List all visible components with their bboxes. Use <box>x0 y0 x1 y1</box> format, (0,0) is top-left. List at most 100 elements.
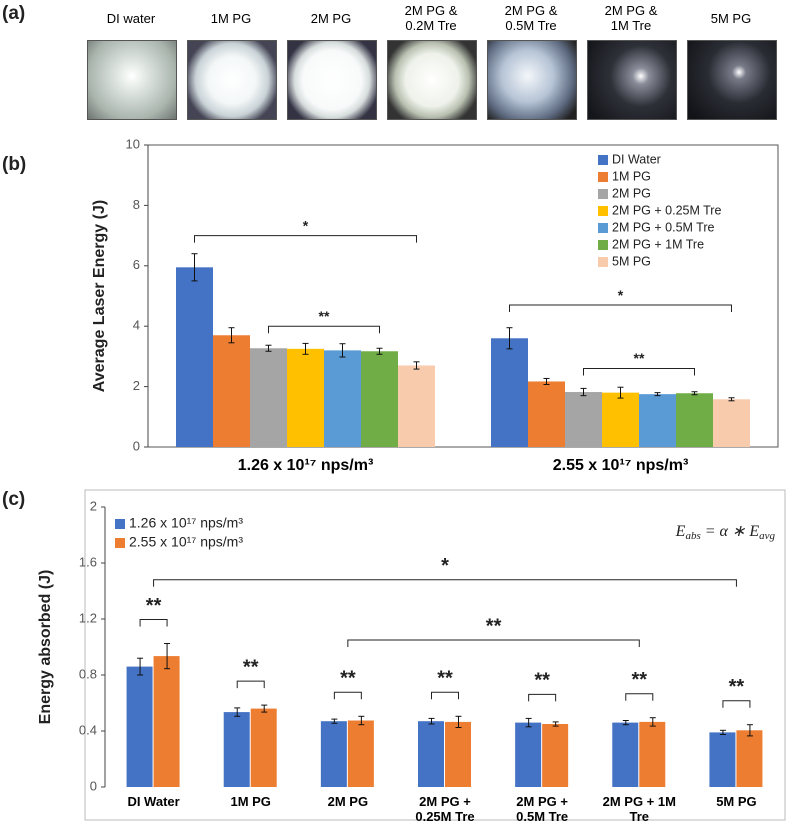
x-tick-label: 2M PG + 0.5M Tre <box>516 794 569 824</box>
error-bar <box>746 724 753 737</box>
bar <box>542 724 569 787</box>
error-bar <box>376 347 383 355</box>
error-bar <box>654 392 661 397</box>
bar <box>612 722 639 787</box>
legend-swatch <box>598 155 608 165</box>
annotation: ** <box>729 676 745 698</box>
bracket <box>528 693 557 702</box>
annotation: * <box>618 287 624 303</box>
error-bar <box>228 327 235 344</box>
bracket <box>722 700 751 708</box>
bar <box>676 393 713 447</box>
bracket <box>194 235 417 243</box>
legend-label: 1M PG <box>612 169 651 183</box>
bracket <box>431 691 459 700</box>
y-tick-label: 0 <box>133 438 140 453</box>
error-bar <box>543 377 550 385</box>
annotation: ** <box>631 669 647 691</box>
bar <box>528 381 565 447</box>
photo <box>587 40 677 120</box>
photo-caption: 5M PG <box>710 11 752 26</box>
error-bar <box>137 657 144 676</box>
annotation: ** <box>437 668 453 690</box>
bar <box>126 666 153 787</box>
bracket <box>347 639 640 647</box>
legend-swatch <box>115 538 125 548</box>
bar <box>213 335 250 447</box>
legend-label: 2M PG + 0.25M Tre <box>612 203 721 217</box>
bracket <box>625 693 654 701</box>
legend-swatch <box>598 240 608 250</box>
y-axis-title: Energy absorbed (J) <box>37 570 54 725</box>
x-tick-label: 2M PG + 0.25M Tre <box>415 794 475 824</box>
error-bar <box>428 717 435 725</box>
legend-label: DI Water <box>612 152 661 166</box>
error-bar <box>331 718 338 724</box>
bracket <box>509 304 732 313</box>
annotation: ** <box>634 350 645 366</box>
error-bar <box>506 327 513 350</box>
formula: Eabs = α ∗ Eavg <box>675 523 776 542</box>
error-bar <box>728 397 735 402</box>
bar <box>639 721 666 787</box>
formula-part: avg <box>759 530 775 542</box>
x-tick-label: 1.26 x 10¹⁷ nps/m³ <box>237 457 374 474</box>
legend-swatch <box>598 189 608 199</box>
photo <box>687 40 777 120</box>
photo-caption: 2M PG & 1M Tre <box>604 3 658 33</box>
bar <box>250 708 277 787</box>
photo-caption: 2M PG & 0.5M Tre <box>504 3 558 33</box>
annotation: ** <box>340 668 356 690</box>
panel-label: (b) <box>2 154 26 175</box>
legend-label: 5M PG <box>612 254 651 268</box>
error-bar <box>455 715 462 728</box>
x-tick-label: 2.55 x 10¹⁷ nps/m³ <box>552 457 689 474</box>
bar <box>287 348 324 447</box>
y-tick-label: 2 <box>133 378 140 393</box>
bar <box>176 267 213 447</box>
y-tick-label: 10 <box>126 136 140 151</box>
bar <box>639 394 676 447</box>
annotation: ** <box>534 670 550 692</box>
error-bar <box>191 253 198 282</box>
x-tick-label: 2M PG <box>327 794 369 809</box>
annotation: ** <box>146 595 162 617</box>
bracket <box>333 691 362 700</box>
bar <box>324 350 361 447</box>
bracket <box>583 367 695 376</box>
bar <box>153 656 180 787</box>
legend-swatch <box>598 223 608 233</box>
y-axis-title: Average Laser Energy (J) <box>91 200 108 392</box>
photo <box>87 40 177 120</box>
error-bar <box>265 344 272 352</box>
photo <box>487 40 577 120</box>
bar <box>736 730 763 787</box>
y-tick-label: 0.8 <box>79 666 97 681</box>
x-tick-label: DI Water <box>127 794 180 809</box>
error-bar <box>691 391 698 396</box>
formula-part: E <box>748 523 759 540</box>
photo-caption: 1M PG <box>210 11 252 26</box>
y-tick-label: 6 <box>133 257 140 272</box>
legend-label: 2M PG <box>612 186 651 200</box>
bracket <box>153 579 737 587</box>
bar <box>418 721 444 787</box>
bar <box>713 399 750 447</box>
bar <box>398 365 435 447</box>
legend-label: 2.55 x 10¹⁷ nps/m³ <box>129 534 243 550</box>
error-bar <box>622 720 629 726</box>
panel-label: (a) <box>2 3 25 24</box>
bar <box>565 392 602 447</box>
y-tick-label: 0.4 <box>79 722 97 737</box>
photo <box>387 40 477 120</box>
bracket <box>236 680 265 689</box>
photo <box>187 40 277 120</box>
error-bar <box>649 717 656 727</box>
bar <box>223 712 250 787</box>
annotation: ** <box>486 615 502 637</box>
x-tick-label: 2M PG + 1M Tre <box>602 794 676 824</box>
bar <box>709 732 736 787</box>
photo-caption: DI water <box>106 11 156 26</box>
